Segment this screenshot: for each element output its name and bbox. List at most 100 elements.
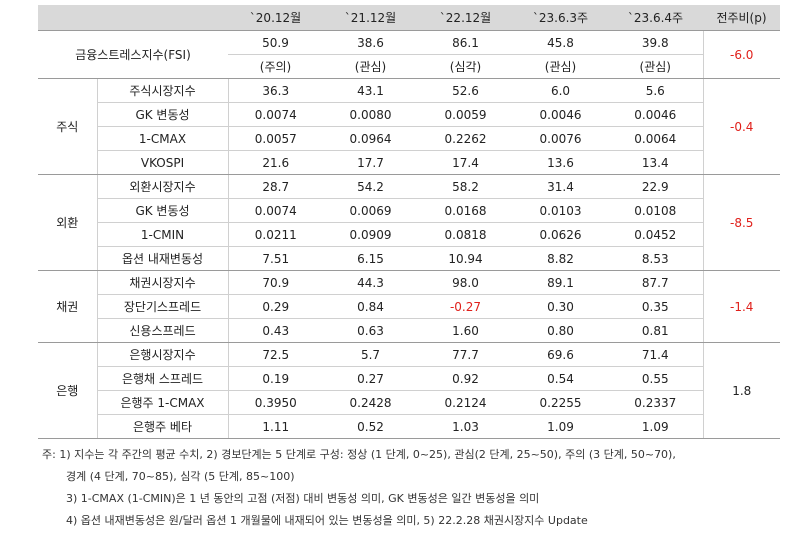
fsi-status: (관심) (323, 54, 418, 79)
change-value: -0.4 (702, 78, 780, 175)
fsi-status: (관심) (513, 54, 608, 79)
cell-value: 17.4 (418, 150, 513, 175)
indicator-row: 장단기스프레드 0.29 0.84 -0.27 0.30 0.35 (38, 294, 780, 319)
cell-value: 22.9 (608, 174, 703, 199)
cell-value: 0.63 (323, 318, 418, 343)
cell-value: 6.15 (323, 246, 418, 271)
cell-value: 77.7 (418, 342, 513, 367)
cell-value: 0.0074 (228, 102, 323, 127)
cell-value: 0.55 (608, 366, 703, 391)
indicator-row: 옵션 내재변동성 7.51 6.15 10.94 8.82 8.53 (38, 246, 780, 271)
row-label: 은행채 스프레드 (97, 366, 229, 391)
change-value: -8.5 (702, 174, 780, 271)
row-label: GK 변동성 (97, 198, 229, 223)
cell-value: 0.2124 (418, 390, 513, 415)
cell-value: 1.11 (228, 414, 323, 439)
fsi-label: 금융스트레스지수(FSI) (38, 30, 228, 79)
fsi-row: 금융스트레스지수(FSI) 50.9 38.6 86.1 45.8 39.8 -6.0 (38, 30, 780, 79)
cell-value: 0.0211 (228, 222, 323, 247)
indicator-row: 1-CMAX 0.0057 0.0964 0.2262 0.0076 0.0064 (38, 126, 780, 151)
cell-value: 58.2 (418, 174, 513, 199)
cell-value: 0.43 (228, 318, 323, 343)
cell-value: 54.2 (323, 174, 418, 199)
fsi-status-row: (주의) (관심) (심각) (관심) (관심) (38, 54, 780, 79)
cell-value: 89.1 (513, 270, 608, 295)
fsi-value: 50.9 (228, 30, 323, 55)
cell-value: 0.0074 (228, 198, 323, 223)
row-label: 외환시장지수 (97, 174, 229, 199)
cell-value: -0.27 (418, 294, 513, 319)
row-label: 은행주 1-CMAX (97, 390, 229, 415)
column-header: `22.12월 (418, 5, 513, 31)
indicator-row: 1-CMIN 0.0211 0.0909 0.0818 0.0626 0.0452 (38, 222, 780, 247)
cell-value: 5.7 (323, 342, 418, 367)
column-header: `23.6.4주 (608, 5, 703, 31)
cell-value: 13.4 (608, 150, 703, 175)
cell-value: 0.0076 (513, 126, 608, 151)
cell-value: 52.6 (418, 78, 513, 103)
cell-value: 13.6 (513, 150, 608, 175)
cell-value: 1.09 (513, 414, 608, 439)
cell-value: 7.51 (228, 246, 323, 271)
cell-value: 0.27 (323, 366, 418, 391)
cell-value: 98.0 (418, 270, 513, 295)
row-label: 채권시장지수 (97, 270, 229, 295)
note-line: 경계 (4 단계, 70~85), 심각 (5 단계, 85~100) (66, 470, 295, 483)
group-label: 외환 (38, 174, 98, 271)
cell-value: 0.0964 (323, 126, 418, 151)
cell-value: 0.30 (513, 294, 608, 319)
cell-value: 28.7 (228, 174, 323, 199)
fsi-status: (주의) (228, 54, 323, 79)
cell-value: 0.35 (608, 294, 703, 319)
cell-value: 0.0069 (323, 198, 418, 223)
note-line: 주: 1) 지수는 각 주간의 평균 수치, 2) 경보단계는 5 단계로 구성… (42, 448, 676, 461)
fsi-value: 39.8 (608, 30, 703, 55)
cell-value: 8.82 (513, 246, 608, 271)
cell-value: 0.19 (228, 366, 323, 391)
cell-value: 87.7 (608, 270, 703, 295)
row-label: 신용스프레드 (97, 318, 229, 343)
group-label: 은행 (38, 342, 98, 439)
header-row: `20.12월 `21.12월 `22.12월 `23.6.3주 `23.6.4주 전주비… (38, 5, 780, 31)
row-label: GK 변동성 (97, 102, 229, 127)
cell-value: 1.09 (608, 414, 703, 439)
note-line: 3) 1-CMAX (1-CMIN)은 1 년 동안의 고점 (저점) 대비 변… (66, 492, 540, 505)
cell-value: 0.2262 (418, 126, 513, 151)
cell-value: 44.3 (323, 270, 418, 295)
cell-value: 0.3950 (228, 390, 323, 415)
cell-value: 0.54 (513, 366, 608, 391)
cell-value: 0.0108 (608, 198, 703, 223)
cell-value: 0.0168 (418, 198, 513, 223)
group-label: 주식 (38, 78, 98, 175)
cell-value: 36.3 (228, 78, 323, 103)
cell-value: 17.7 (323, 150, 418, 175)
cell-value: 72.5 (228, 342, 323, 367)
change-value: -1.4 (702, 270, 780, 343)
fsi-status: (관심) (608, 54, 703, 79)
row-label: 옵션 내재변동성 (97, 246, 229, 271)
table-wrap: `20.12월 `21.12월 `22.12월 `23.6.3주 `23.6.4주 전주비… (38, 5, 780, 439)
note-line: 4) 옵션 내재변동성은 원/달러 옵션 1 개월물에 내재되어 있는 변동성을… (66, 514, 588, 527)
cell-value: 0.80 (513, 318, 608, 343)
cell-value: 0.0064 (608, 126, 703, 151)
cell-value: 0.29 (228, 294, 323, 319)
cell-value: 0.2255 (513, 390, 608, 415)
cell-value: 0.52 (323, 414, 418, 439)
cell-value: 0.2428 (323, 390, 418, 415)
indicator-row: 은행주 1-CMAX 0.3950 0.2428 0.2124 0.2255 0.2337 (38, 390, 780, 415)
cell-value: 0.0909 (323, 222, 418, 247)
cell-value: 0.0626 (513, 222, 608, 247)
cell-value: 43.1 (323, 78, 418, 103)
cell-value: 0.92 (418, 366, 513, 391)
row-label: 1-CMAX (97, 126, 229, 151)
column-header: `20.12월 (228, 5, 323, 31)
cell-value: 0.0057 (228, 126, 323, 151)
cell-value: 69.6 (513, 342, 608, 367)
cell-value: 10.94 (418, 246, 513, 271)
cell-value: 0.0103 (513, 198, 608, 223)
cell-value: 70.9 (228, 270, 323, 295)
indicator-row: 은행 은행시장지수 72.5 5.7 77.7 69.6 71.4 1.8 (38, 342, 780, 439)
cell-value: 0.2337 (608, 390, 703, 415)
change-value: 1.8 (702, 342, 780, 439)
